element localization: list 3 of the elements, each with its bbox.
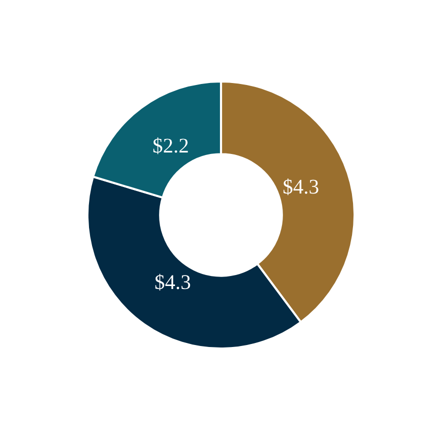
data-label: $4.3	[155, 274, 190, 291]
data-label: $2.2	[153, 137, 188, 154]
data-label: $4.3	[284, 178, 318, 196]
